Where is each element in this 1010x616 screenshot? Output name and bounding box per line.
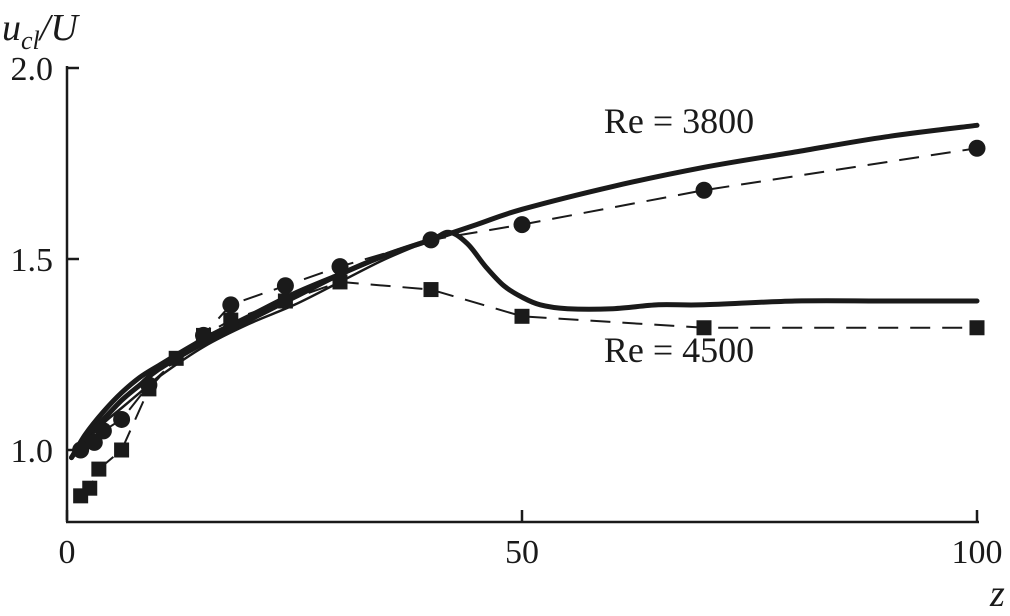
y-axis-title-rest: /U bbox=[38, 7, 81, 49]
y-axis-title-subscript: cl bbox=[21, 26, 40, 55]
data-point-square bbox=[223, 312, 239, 328]
data-point-square bbox=[114, 442, 130, 458]
data-point-circle bbox=[695, 181, 713, 199]
marker-layer bbox=[72, 139, 986, 504]
data-point-square bbox=[277, 293, 293, 309]
data-point-square bbox=[82, 480, 98, 496]
y-tick-label: 1.0 bbox=[11, 433, 54, 470]
data-point-square bbox=[168, 350, 184, 366]
annotation-label: Re = 3800 bbox=[604, 101, 754, 141]
data-point-square bbox=[969, 320, 985, 336]
data-point-square bbox=[332, 274, 348, 290]
data-point-square bbox=[141, 381, 157, 397]
axes bbox=[65, 66, 979, 524]
data-point-square bbox=[696, 320, 712, 336]
annotation-label: Re = 4500 bbox=[604, 330, 754, 370]
y-tick-label: 2.0 bbox=[11, 51, 54, 88]
data-point-circle bbox=[422, 231, 440, 249]
data-point-circle bbox=[222, 296, 240, 314]
data-point-circle bbox=[113, 410, 131, 428]
data-point-circle bbox=[968, 139, 986, 157]
x-tick-label: 0 bbox=[59, 534, 76, 571]
data-point-square bbox=[196, 327, 211, 343]
data-point-circle bbox=[94, 422, 112, 440]
y-axis-title-base: u bbox=[2, 7, 21, 49]
series-line-solid-1 bbox=[69, 229, 980, 461]
series-line-solid-0 bbox=[69, 122, 980, 461]
data-point-square bbox=[514, 308, 530, 324]
data-point-circle bbox=[331, 258, 349, 276]
data-point-square bbox=[423, 282, 439, 298]
tick-labels: 1.0 1.5 2.0 0 50 100 bbox=[11, 51, 1003, 571]
y-axis-title: ucl/U bbox=[2, 7, 80, 55]
data-point-circle bbox=[85, 433, 103, 451]
annotations: Re = 3800 Re = 4500 bbox=[604, 101, 754, 370]
data-point-circle bbox=[276, 277, 294, 295]
x-axis-title: z bbox=[989, 573, 1005, 615]
y-tick-label: 1.5 bbox=[11, 242, 54, 279]
x-tick-label: 50 bbox=[505, 534, 539, 571]
data-point-circle bbox=[72, 441, 90, 459]
x-tick-label: 100 bbox=[952, 534, 1003, 571]
data-point-circle bbox=[513, 216, 531, 234]
data-point-square bbox=[91, 461, 107, 477]
